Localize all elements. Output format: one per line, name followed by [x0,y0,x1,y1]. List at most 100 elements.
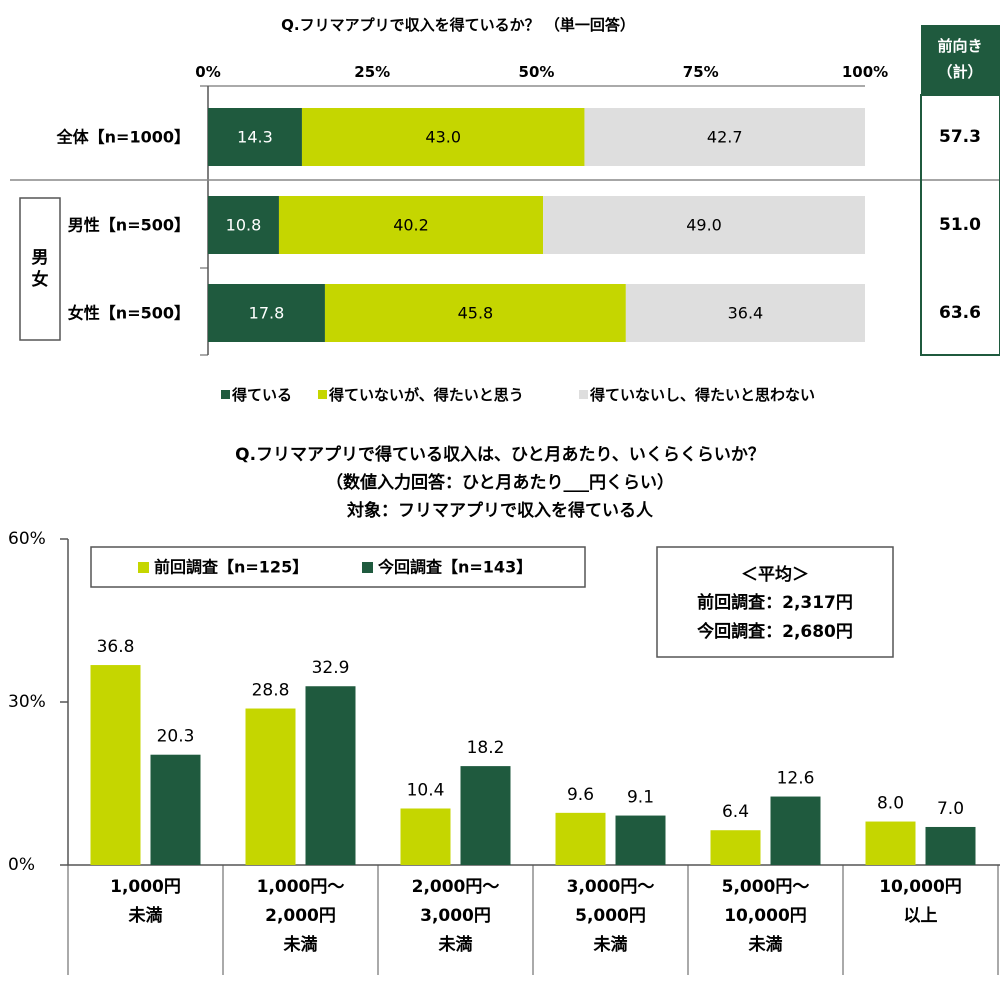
bar [400,808,451,865]
grouped-bar-chart: Q.フリマアプリで得ている収入は、ひと月あたり、いくらくらいか？ （数値入力回答：… [8,444,1000,975]
bar-value-label: 43.0 [425,128,461,147]
category-label: 1,000円 [110,877,181,897]
bar [90,665,141,865]
x-tick-label: 50% [519,63,555,81]
chart-subtitle: （数値入力回答：ひと月あたり___円くらい） [326,472,674,493]
bar [770,796,821,865]
bar-value-label: 10.8 [226,216,262,235]
average-heading: ＜平均＞ [741,564,809,585]
average-box [656,546,894,658]
group-label-char: 男 [32,248,49,268]
bar-value-label: 40.2 [393,216,429,235]
legend-swatch [138,562,149,573]
legend-label: 前回調査【n=125】 [154,558,308,577]
total-header-box [921,25,1000,95]
category-label: 5,000円 [575,906,646,926]
average-current: 今回調査：2,680円 [697,621,853,642]
category-label: 2,000円～ [412,877,500,897]
bar-value-label: 28.8 [252,681,290,701]
x-tick-label: 25% [354,63,390,81]
bar-value-label: 20.3 [157,727,195,747]
y-tick-label: 0% [8,855,35,875]
bar-value-label: 14.3 [237,128,273,147]
bar [925,826,976,865]
bar-value-label: 18.2 [467,738,505,758]
total-value: 51.0 [939,215,981,235]
legend-label: 得ていないし、得たいと思わない [589,386,815,404]
bar [865,821,916,865]
y-tick-label: 60% [8,529,46,549]
bar-segment [543,196,865,254]
category-label: 未満 [438,934,473,955]
total-header-label: 前向き [937,37,982,55]
x-tick-label: 0% [195,63,220,81]
bar-segment [208,196,279,254]
bar-value-label: 6.4 [722,802,749,822]
legend-swatch [579,390,588,399]
chart-title: Q.フリマアプリで収入を得ているか？ （単一回答） [281,16,635,34]
chart-subtitle: 対象：フリマアプリで収入を得ている人 [346,500,654,521]
bar-value-label: 7.0 [937,799,964,819]
stacked-bar-chart: Q.フリマアプリで収入を得ているか？ （単一回答） 0% 25% 50% 75% 100%… [10,16,1000,404]
x-tick-label: 100% [842,63,888,81]
total-value: 63.6 [939,303,981,323]
bar-segment [584,108,865,166]
category-label: 男性【n=500】 [68,216,190,235]
bar-segment [625,284,865,342]
category-label: 全体【n=1000】 [56,128,190,147]
bar-segment [324,284,626,342]
bar [555,812,606,865]
category-label: 女性【n=500】 [68,304,190,323]
bar [150,754,201,865]
category-label: 以上 [904,906,938,926]
bar [710,830,761,865]
total-header-label: （計） [937,63,982,81]
category-label: 10,000円 [879,877,962,897]
group-label-box [19,197,61,341]
bar-segment [301,108,585,166]
category-label: 未満 [748,934,783,955]
bar-value-label: 49.0 [686,216,722,235]
legend-label: 得ている [231,386,292,404]
bar-value-label: 9.1 [627,788,654,808]
total-value: 57.3 [939,127,981,147]
bar [305,686,356,865]
group-label-char: 女 [32,269,49,290]
category-label: 1,000円～ [257,877,345,897]
bar-value-label: 42.7 [707,128,743,147]
bar-segment [278,196,544,254]
bar-value-label: 36.4 [728,304,764,323]
x-tick-label: 75% [683,63,719,81]
category-label: 未満 [593,934,628,955]
category-label: 3,000円～ [567,877,655,897]
bar-segment [208,108,302,166]
total-value-box [920,94,1000,356]
bar [460,766,511,865]
y-tick-label: 30% [8,692,46,712]
bar [245,708,296,865]
category-label: 2,000円 [265,906,336,926]
bar-value-label: 10.4 [407,780,445,800]
bar-value-label: 17.8 [249,304,285,323]
category-label: 3,000円 [420,906,491,926]
bar-value-label: 9.6 [567,785,594,805]
legend-label: 今回調査【n=143】 [377,558,532,577]
legend-box [90,546,586,588]
legend-label: 得ていないが、得たいと思う [328,386,524,404]
bar-segment [208,284,325,342]
bar-value-label: 36.8 [97,637,135,657]
bar-value-label: 8.0 [877,794,904,814]
bar-value-label: 12.6 [777,769,815,789]
bar-value-label: 32.9 [312,658,350,678]
average-previous: 前回調査：2,317円 [697,592,853,613]
category-label: 未満 [128,905,163,926]
bar [615,815,666,865]
category-label: 10,000円 [724,906,807,926]
legend-swatch [221,390,230,399]
category-label: 5,000円～ [722,877,810,897]
bar-value-label: 45.8 [458,304,494,323]
category-label: 未満 [283,934,318,955]
legend-swatch [318,390,327,399]
chart-title: Q.フリマアプリで得ている収入は、ひと月あたり、いくらくらいか？ [235,444,765,465]
